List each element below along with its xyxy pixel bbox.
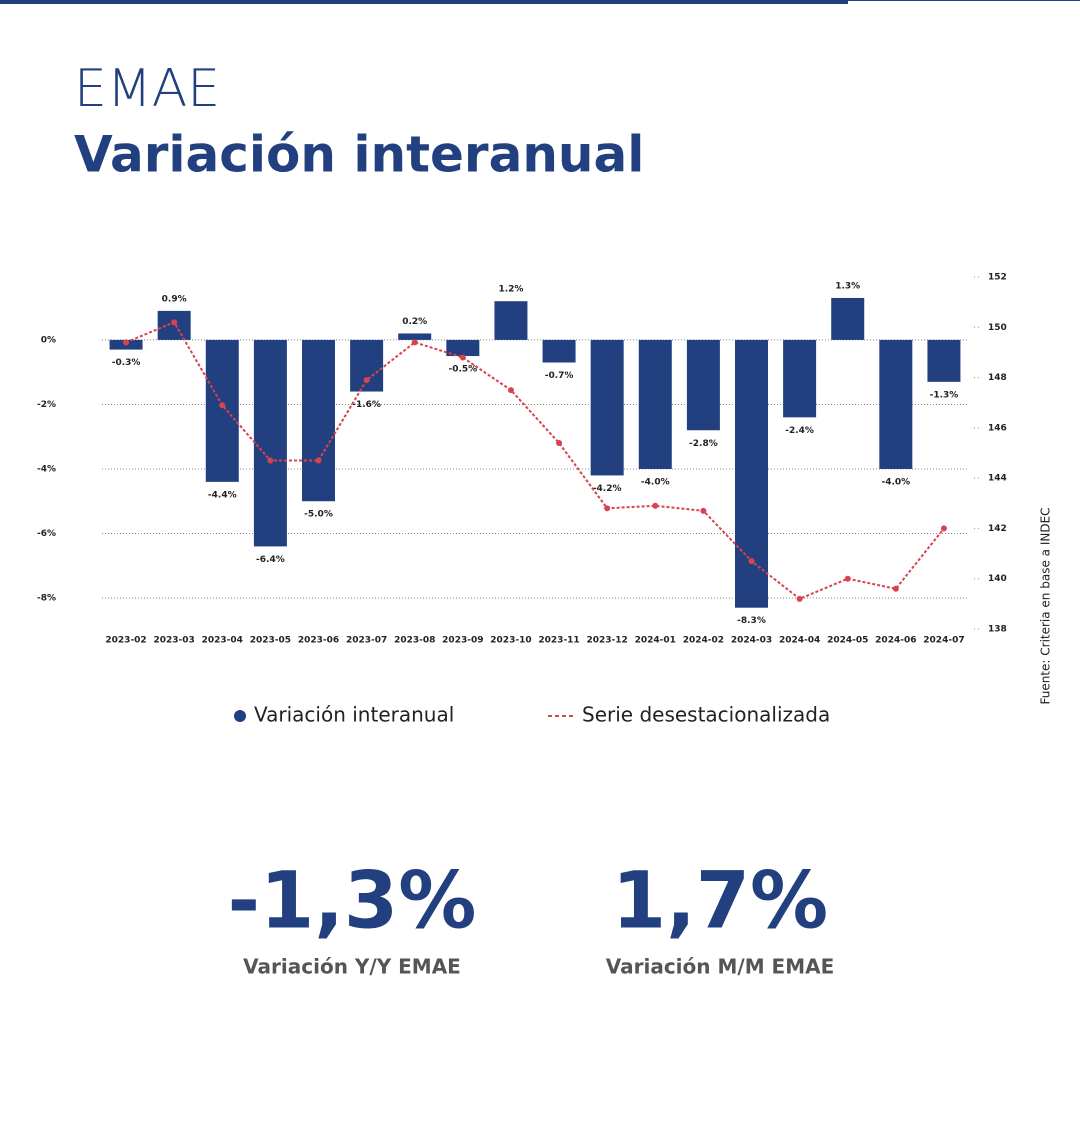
point <box>940 525 947 532</box>
x-tick-label: 2023-03 <box>154 636 195 646</box>
point <box>748 558 755 565</box>
y2-tick-label: 148 <box>988 373 1007 383</box>
y-tick-label: -6% <box>37 529 56 539</box>
point <box>652 502 659 509</box>
point <box>796 595 803 602</box>
y2-tick-label: 144 <box>988 474 1007 484</box>
x-tick-label: 2024-03 <box>731 636 772 646</box>
x-tick-label: 2024-05 <box>827 636 868 646</box>
value-label: 0.2% <box>402 317 427 327</box>
x-tick-label: 2024-01 <box>635 636 676 646</box>
kpi-value: -1,3% <box>228 856 477 946</box>
point <box>315 457 322 464</box>
legend-label: Variación interanual <box>254 703 454 727</box>
x-tick-label: 2023-10 <box>490 636 531 646</box>
legend-label: Serie desestacionalizada <box>582 703 830 727</box>
point <box>700 507 707 514</box>
x-tick-label: 2023-04 <box>202 636 243 646</box>
point <box>219 402 226 409</box>
bar <box>879 339 913 469</box>
y2-tick-label: 140 <box>988 574 1007 584</box>
bar <box>494 301 528 340</box>
x-tick-label: 2023-08 <box>394 636 435 646</box>
value-label: -1.3% <box>930 390 959 400</box>
point <box>892 585 899 592</box>
y-tick-label: -2% <box>37 400 56 410</box>
point <box>171 319 178 326</box>
bar <box>783 339 817 418</box>
page-title: Variación interanual <box>74 126 644 184</box>
x-tick-label: 2023-05 <box>250 636 291 646</box>
value-label: -0.5% <box>448 365 477 375</box>
value-label: -4.4% <box>208 490 237 500</box>
x-tick-label: 2024-06 <box>875 636 916 646</box>
x-tick-label: 2024-04 <box>779 636 820 646</box>
point <box>604 505 611 512</box>
bar <box>542 339 576 363</box>
point <box>363 377 370 384</box>
y-tick-label: -4% <box>37 464 56 474</box>
source: Fuente: Criteria en base a INDEC <box>1039 507 1053 704</box>
kpi-label: Variación Y/Y EMAE <box>243 955 461 979</box>
value-label: -0.3% <box>112 358 141 368</box>
bar <box>253 339 287 547</box>
value-label: -1.6% <box>352 400 381 410</box>
bar <box>398 333 432 340</box>
x-tick-label: 2023-02 <box>105 636 146 646</box>
point <box>411 339 418 346</box>
bar <box>350 339 384 392</box>
value-label: 1.3% <box>835 281 860 291</box>
value-label: -0.7% <box>545 371 574 381</box>
bar <box>686 339 720 431</box>
y2-tick-label: 146 <box>988 423 1007 433</box>
x-tick-label: 2023-06 <box>298 636 339 646</box>
point <box>556 439 563 446</box>
value-label: -6.4% <box>256 555 285 565</box>
value-label: -5.0% <box>304 510 333 520</box>
value-label: 0.9% <box>162 294 187 304</box>
bar <box>590 339 624 476</box>
line <box>125 320 945 600</box>
point <box>123 339 130 346</box>
value-label: -8.3% <box>737 616 766 626</box>
value-label: -2.4% <box>785 426 814 436</box>
bar <box>831 297 865 340</box>
value-label: 1.2% <box>498 285 523 295</box>
x-tick-label: 2023-09 <box>442 636 483 646</box>
x-tick-label: 2024-07 <box>923 636 964 646</box>
value-label: -4.0% <box>641 477 670 487</box>
top-line <box>848 0 1080 1</box>
value-label: -2.8% <box>689 439 718 449</box>
bar <box>302 339 335 502</box>
bar <box>446 339 480 357</box>
kpi-label: Variación M/M EMAE <box>606 955 835 979</box>
y2-tick-label: 142 <box>988 524 1007 534</box>
y2-tick-label: 150 <box>988 323 1007 333</box>
x-tick-label: 2023-12 <box>587 636 628 646</box>
kpi-value: 1,7% <box>612 856 828 946</box>
point <box>507 387 514 394</box>
top-bar <box>0 0 848 4</box>
y-tick-label: 0% <box>41 335 56 345</box>
bar <box>927 339 961 382</box>
point <box>459 354 466 361</box>
legend-swatch <box>234 710 246 722</box>
bar <box>157 310 191 340</box>
x-tick-label: 2024-02 <box>683 636 724 646</box>
y2-tick-label: 138 <box>988 625 1007 635</box>
bar <box>735 339 768 608</box>
point <box>267 457 274 464</box>
bar <box>638 339 672 469</box>
bar <box>205 339 239 482</box>
value-label: -4.0% <box>881 477 910 487</box>
kicker: EMAE <box>74 59 220 119</box>
x-tick-label: 2023-07 <box>346 636 387 646</box>
value-label: -4.2% <box>593 484 622 494</box>
y-tick-label: -8% <box>37 594 56 604</box>
x-tick-label: 2023-11 <box>538 636 579 646</box>
point <box>844 575 851 582</box>
y2-tick-label: 152 <box>988 273 1007 283</box>
